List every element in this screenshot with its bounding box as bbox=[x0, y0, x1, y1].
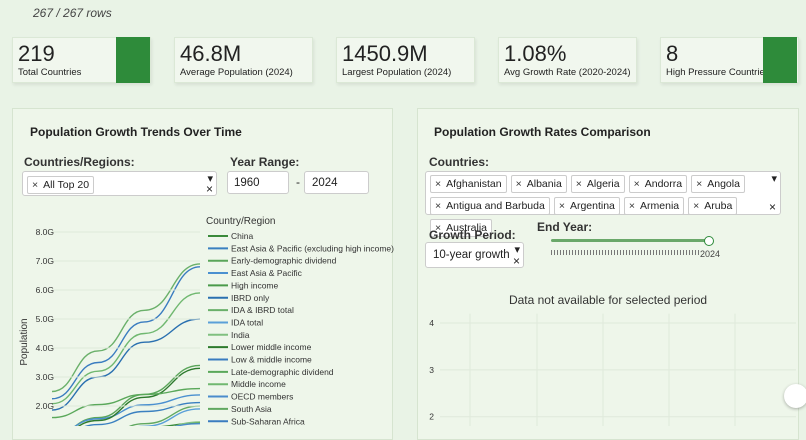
y-tick-label: 3 bbox=[429, 365, 434, 375]
country-tag[interactable]: Angola bbox=[691, 175, 745, 193]
series-line bbox=[138, 408, 201, 426]
slider-marks bbox=[551, 250, 701, 255]
y-tick-label: 4.0G bbox=[36, 343, 54, 353]
kpi-label: Total Countries bbox=[18, 67, 82, 78]
country-tag[interactable]: Albania bbox=[510, 175, 567, 193]
series-line bbox=[52, 292, 201, 405]
kpi-label: High Pressure Countries bbox=[666, 67, 770, 78]
country-tag[interactable]: Armenia bbox=[623, 197, 685, 215]
range-separator: - bbox=[296, 175, 300, 189]
legend-label: Middle income bbox=[231, 379, 286, 389]
series-line bbox=[52, 263, 201, 393]
kpi-value: 46.8M bbox=[180, 41, 242, 66]
kpi-label: Largest Population (2024) bbox=[342, 67, 452, 78]
legend-label: Late-demographic dividend bbox=[231, 367, 334, 377]
series-line bbox=[84, 401, 201, 426]
y-tick-label: 2 bbox=[429, 412, 434, 422]
chart-message: Data not available for selected period bbox=[508, 293, 708, 307]
row-count: 267 / 267 rows bbox=[33, 6, 112, 20]
charts: Population Country/Region 2.0G 3.0G 4.0G 5.… bbox=[19, 216, 796, 426]
y-tick-label: 6.0G bbox=[36, 285, 54, 295]
country-tag[interactable]: Algeria bbox=[570, 175, 625, 193]
legend-label: IDA & IBRD total bbox=[231, 305, 294, 315]
filter-label: End Year: bbox=[537, 220, 593, 234]
dashboard: 267 / 267 rows 219 Total Countries 46.8M Av… bbox=[0, 0, 806, 426]
legend-title: Country/Region bbox=[206, 216, 275, 227]
kpi-card: 1450.9M Largest Population (2024) bbox=[336, 37, 475, 83]
filter-label: Countries/Regions: bbox=[24, 155, 135, 169]
kpi-value: 8 bbox=[666, 41, 679, 66]
country-tag[interactable]: Argentina bbox=[553, 197, 620, 215]
panel-title: Population Growth Trends Over Time bbox=[30, 125, 242, 139]
kpi-card: 46.8M Average Population (2024) bbox=[174, 37, 313, 83]
legend-label: China bbox=[231, 231, 253, 241]
filter-label: Countries: bbox=[429, 155, 489, 169]
dropdown-value: 10-year growth bbox=[433, 249, 510, 261]
year-to-input[interactable]: 2024 bbox=[304, 171, 369, 194]
legend-label: Early-demographic dividend bbox=[231, 256, 337, 266]
series-line bbox=[52, 387, 201, 419]
filter-label: Growth Period: bbox=[429, 228, 516, 242]
kpi-label: Avg Growth Rate (2020-2024) bbox=[504, 67, 631, 78]
y-tick-label: 8.0G bbox=[36, 227, 54, 237]
legend-label: East Asia & Pacific bbox=[231, 268, 303, 278]
legend-label: India bbox=[231, 330, 250, 340]
series-line bbox=[74, 394, 201, 426]
kpi-card: 219 Total Countries bbox=[12, 37, 151, 83]
panel-title: Population Growth Rates Comparison bbox=[434, 125, 651, 139]
year-from-input[interactable]: 1960 bbox=[227, 171, 289, 194]
series-line bbox=[161, 422, 201, 426]
series-line bbox=[128, 405, 201, 426]
legend-label: High income bbox=[231, 280, 279, 290]
legend-label: OECD members bbox=[231, 392, 293, 402]
kpi-value: 219 bbox=[18, 41, 55, 66]
legend-label: Lower middle income bbox=[231, 342, 312, 352]
kpi-indicator bbox=[763, 37, 797, 83]
country-tag[interactable]: Antigua and Barbuda bbox=[430, 197, 550, 215]
countries-dropdown[interactable]: All Top 20 bbox=[22, 171, 217, 196]
slider-handle[interactable] bbox=[704, 236, 714, 246]
kpi-indicator bbox=[116, 37, 150, 83]
series-line bbox=[77, 367, 201, 426]
y-tick-label: 2.0G bbox=[36, 401, 54, 411]
kpi-value: 1450.9M bbox=[342, 41, 428, 66]
tag-list: AfghanistanAlbaniaAlgeriaAndorraAngola An… bbox=[426, 172, 770, 240]
filter-label: Year Range: bbox=[230, 155, 300, 169]
series-line bbox=[52, 266, 201, 400]
country-tag[interactable]: Australia bbox=[430, 219, 492, 237]
legend-label: Sub-Saharan Africa bbox=[231, 416, 305, 426]
growth-period-dropdown[interactable]: 10-year growth bbox=[425, 242, 524, 268]
series-line bbox=[52, 318, 201, 411]
selected-tag[interactable]: All Top 20 bbox=[27, 176, 95, 194]
kpi-value: 1.08% bbox=[504, 41, 567, 66]
kpi-card: 8 High Pressure Countries bbox=[660, 37, 799, 83]
assistant-button[interactable] bbox=[784, 384, 806, 408]
country-tag[interactable]: Andorra bbox=[628, 175, 688, 193]
y-tick-label: 5.0G bbox=[36, 314, 54, 324]
left-panel: Population Growth Trends Over Time Count… bbox=[12, 108, 393, 440]
y-tick-label: 4 bbox=[429, 318, 434, 328]
y-tick-label: 7.0G bbox=[36, 256, 54, 266]
legend-label: South Asia bbox=[231, 404, 272, 414]
legend-label: IDA total bbox=[231, 317, 263, 327]
legend-label: East Asia & Pacific (excluding high inco… bbox=[231, 243, 394, 253]
y-axis-title: Population bbox=[19, 318, 30, 365]
country-tag[interactable]: Aruba bbox=[688, 197, 738, 215]
slider-value: 2024 bbox=[700, 249, 721, 259]
legend-label: Low & middle income bbox=[231, 355, 312, 365]
slider-track[interactable] bbox=[551, 239, 711, 242]
legend-label: IBRD only bbox=[231, 293, 270, 303]
countries-dropdown[interactable]: AfghanistanAlbaniaAlgeriaAndorraAngola An… bbox=[425, 171, 781, 237]
kpi-label: Average Population (2024) bbox=[180, 67, 293, 78]
y-tick-label: 3.0G bbox=[36, 372, 54, 382]
right-panel: Population Growth Rates Comparison Count… bbox=[417, 108, 799, 440]
kpi-card: 1.08% Avg Growth Rate (2020-2024) bbox=[498, 37, 637, 83]
country-tag[interactable]: Afghanistan bbox=[430, 175, 507, 193]
